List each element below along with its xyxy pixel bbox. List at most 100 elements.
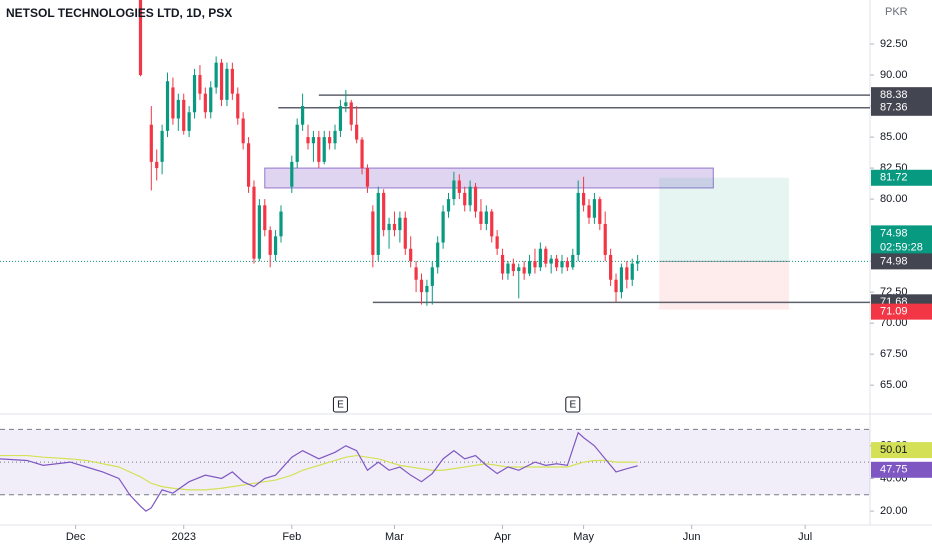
candle-body [565,261,569,268]
candle-body [203,93,207,113]
candle-body [571,254,575,268]
level-label-box [871,99,932,116]
candle-body [160,130,164,162]
currency-label: PKR [885,6,908,18]
candle-body [614,279,618,293]
candle-body [414,267,418,280]
candle-body [338,106,343,131]
candle-body [538,248,542,268]
candle-body [198,75,202,94]
candle-body [425,285,429,293]
y-tick-label: 67.50 [880,348,908,360]
y-tick-label: 92.50 [880,38,908,50]
candle-body [301,106,305,125]
event-label: E [337,400,344,411]
position-target [659,177,789,262]
candle-body [317,137,321,162]
y-tick-label: 90.00 [880,69,908,81]
candle-body [376,192,380,255]
candle-body [328,137,332,144]
level-label: 88.38 [880,89,908,101]
entry-label-box [871,253,932,270]
candle-body [349,102,353,125]
candle-body [322,137,326,162]
rsi-label-box [871,461,932,478]
candle-body [214,62,218,88]
candle-body [360,139,364,169]
candle-body [495,236,499,249]
candle-body [549,258,553,264]
candle-body [625,267,629,280]
candle-body [527,261,532,274]
candle-body [398,217,402,231]
supply-zone [264,167,714,189]
x-tick-label: Dec [66,531,86,543]
y-tick-label: 70.00 [880,317,908,329]
candle-body [560,261,564,268]
candle-body [273,236,278,255]
candle-body [257,205,261,259]
y-tick-label: 65.00 [880,379,908,391]
x-tick-label: Apr [494,531,511,543]
candle-body [533,261,537,268]
candle-body [609,254,613,280]
candle-body [473,186,478,212]
candle-body [582,192,586,206]
candle-body [619,267,624,293]
candle-body [554,258,559,268]
candle-body [441,211,445,243]
y-tick-label: 80.00 [880,193,908,205]
candle-body [290,161,294,187]
candle-body [517,267,521,272]
candle-body [365,168,370,187]
candle-body [576,192,580,255]
candle-body [344,102,348,107]
candle-body [209,87,213,113]
candle-body [279,211,283,237]
rsi-ma-label: 50.01 [880,444,908,456]
event-label: E [569,400,576,411]
candle-body [192,75,197,113]
candle-body [176,99,180,119]
rsi-ma-label-box [871,442,932,459]
x-tick-label: May [573,531,594,543]
level-label: 87.36 [880,102,908,114]
candle-body [387,223,391,231]
candle-body [452,180,456,200]
candle-body [430,267,434,286]
candle-body [155,161,159,169]
candle-body [403,217,407,249]
candle-body [333,130,337,144]
stop-label-box [871,303,932,320]
rsi-band [0,429,870,495]
rsi-ma-line [0,454,638,491]
candle-body [598,199,602,224]
candle-body [587,205,591,218]
x-tick-label: Feb [282,531,301,543]
labels-layer: 88.3887.3671.6881.7274.9802:59:2874.9871… [871,87,932,478]
target-label-box [871,169,932,186]
candle-body [171,87,175,119]
last-price-label-box [871,225,932,256]
candle-body [463,192,467,206]
candle-body [241,118,245,144]
candle-body [382,192,386,231]
rsi-tick-label: 20.00 [880,505,908,517]
candle-body [544,248,548,264]
chart-title: NETSOL TECHNOLOGIES LTD, 1D, PSX [6,6,232,20]
candle-body [484,211,488,224]
candle-body [219,62,224,100]
target-label: 81.72 [880,172,908,184]
rsi-label: 47.75 [880,464,908,476]
candle-body [306,137,310,144]
background-layer: 65.0067.5070.0072.5075.0077.5080.0082.50… [0,38,908,543]
candle-body [252,186,256,259]
candle-body [468,186,472,206]
stop-label: 71.09 [880,306,908,318]
last-price-label-countdown: 02:59:28 [880,241,923,253]
candle-body [592,199,597,218]
candle-body [603,223,607,255]
candle-body [225,68,229,100]
